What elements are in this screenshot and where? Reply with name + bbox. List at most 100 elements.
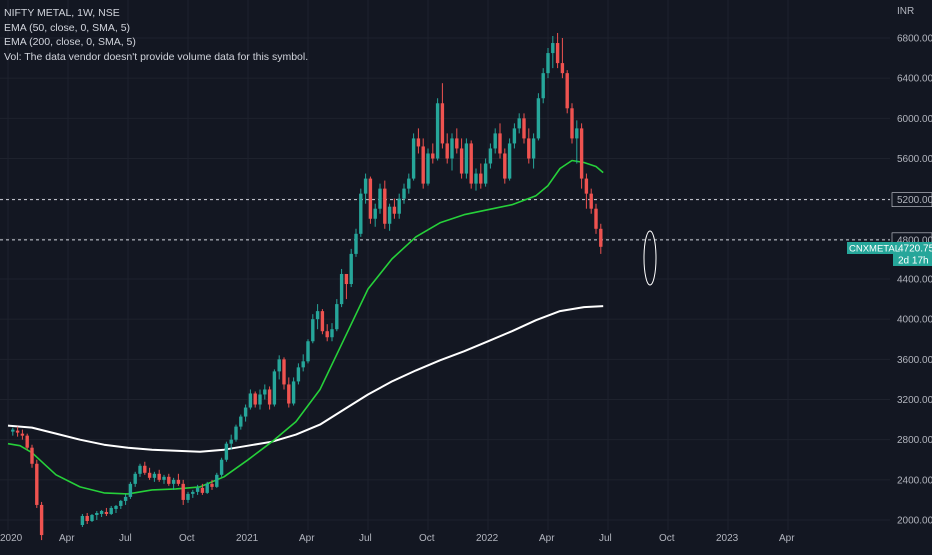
candle <box>80 513 85 528</box>
candle-body <box>488 148 493 164</box>
candle <box>402 183 406 204</box>
candle-body <box>445 143 449 159</box>
candle <box>267 386 272 410</box>
candle-body <box>493 133 497 149</box>
candle-body <box>435 103 440 159</box>
candle <box>176 473 181 486</box>
candle-body <box>114 505 118 509</box>
candle-body <box>85 515 89 522</box>
candle <box>546 48 550 79</box>
legend-ema50[interactable]: EMA (50, close, 0, SMA, 5) <box>4 21 131 34</box>
price-tag-bg <box>847 242 932 254</box>
candle-body <box>570 108 574 139</box>
time-tick-label: 2021 <box>236 533 259 544</box>
candle-body <box>90 514 94 522</box>
candle-body <box>253 393 257 405</box>
candle <box>426 148 430 186</box>
time-tick-label: Oct <box>659 533 675 544</box>
candle <box>551 35 555 69</box>
horizontal-lines <box>0 199 890 241</box>
candle <box>378 183 382 214</box>
price-axis[interactable]: 6800.00 6400.00 6000.00 5600.00 5200.00 4800.… <box>891 34 932 527</box>
candle <box>474 168 478 191</box>
time-tick-label: Jul <box>599 533 612 544</box>
candle-body <box>368 178 373 219</box>
candle <box>445 133 449 164</box>
candle <box>527 128 531 164</box>
candle-body <box>339 273 344 305</box>
candle <box>123 493 128 505</box>
candle <box>589 188 593 214</box>
candle <box>392 198 397 219</box>
candle-body <box>191 491 195 494</box>
candle <box>167 473 171 486</box>
candle-body <box>383 188 387 224</box>
currency-label: INR <box>897 6 915 17</box>
candle <box>114 504 118 513</box>
candle-body <box>507 143 512 179</box>
candle-body <box>20 433 25 436</box>
price-tick-label: 6400.00 <box>897 74 932 85</box>
candle-body <box>565 73 569 109</box>
candle <box>431 143 435 164</box>
candle <box>152 471 157 482</box>
legend-symbol[interactable]: NIFTY METAL, 1W, NSE <box>4 7 120 19</box>
candle <box>181 479 185 505</box>
candle-body <box>282 359 286 385</box>
candle-body <box>277 359 281 372</box>
candle-body <box>546 53 550 74</box>
candle <box>488 143 493 169</box>
candle <box>243 404 248 422</box>
candle <box>263 384 267 400</box>
candle <box>387 203 392 231</box>
candle <box>277 355 281 380</box>
candle <box>555 32 560 69</box>
candle-body <box>133 473 137 484</box>
candle-body <box>291 381 296 404</box>
candle <box>368 176 373 224</box>
time-tick-label: 2023 <box>716 533 739 544</box>
candle <box>517 113 521 134</box>
time-tick-label: 2020 <box>0 533 23 544</box>
candle-body <box>344 273 349 285</box>
candle-body <box>512 128 517 144</box>
candle <box>450 133 454 171</box>
candle-body <box>219 459 224 475</box>
grid <box>0 0 890 530</box>
candle-body <box>551 43 555 54</box>
candle <box>296 363 301 385</box>
candle-body <box>354 233 358 254</box>
candle-body <box>560 63 565 74</box>
candle <box>171 477 176 490</box>
candle-body <box>119 500 123 506</box>
candle-body <box>243 407 248 417</box>
candle-body <box>469 143 473 184</box>
candle-body <box>498 133 502 154</box>
candle <box>219 457 224 477</box>
candle <box>253 391 257 408</box>
candle-body <box>479 173 483 184</box>
candle <box>522 113 526 144</box>
price-tag-price: 4720.75 <box>898 244 932 255</box>
candle-body <box>402 188 406 199</box>
candle-body <box>503 153 507 179</box>
candle-body <box>239 416 243 427</box>
candle-body <box>267 389 272 405</box>
candle <box>565 70 569 114</box>
candle-body <box>464 143 469 174</box>
candle-body <box>431 153 435 159</box>
candle-body <box>527 138 531 159</box>
candle <box>162 474 166 484</box>
candle-body <box>335 304 339 330</box>
candle <box>109 505 113 515</box>
candle-body <box>320 311 325 332</box>
candle-body <box>517 118 521 129</box>
time-axis[interactable]: 2020 Apr Jul Oct 2021 Apr Jul Oct 2022 Apr Jul Oct 2… <box>0 533 795 544</box>
legend-ema200[interactable]: EMA (200, close, 0, SMA, 5) <box>4 36 136 48</box>
candle <box>157 469 161 482</box>
time-tick-label: Oct <box>419 533 435 544</box>
legend-volume[interactable]: Vol: The data vendor doesn't provide vol… <box>4 50 309 63</box>
price-tick-label: 2400.00 <box>897 475 932 486</box>
